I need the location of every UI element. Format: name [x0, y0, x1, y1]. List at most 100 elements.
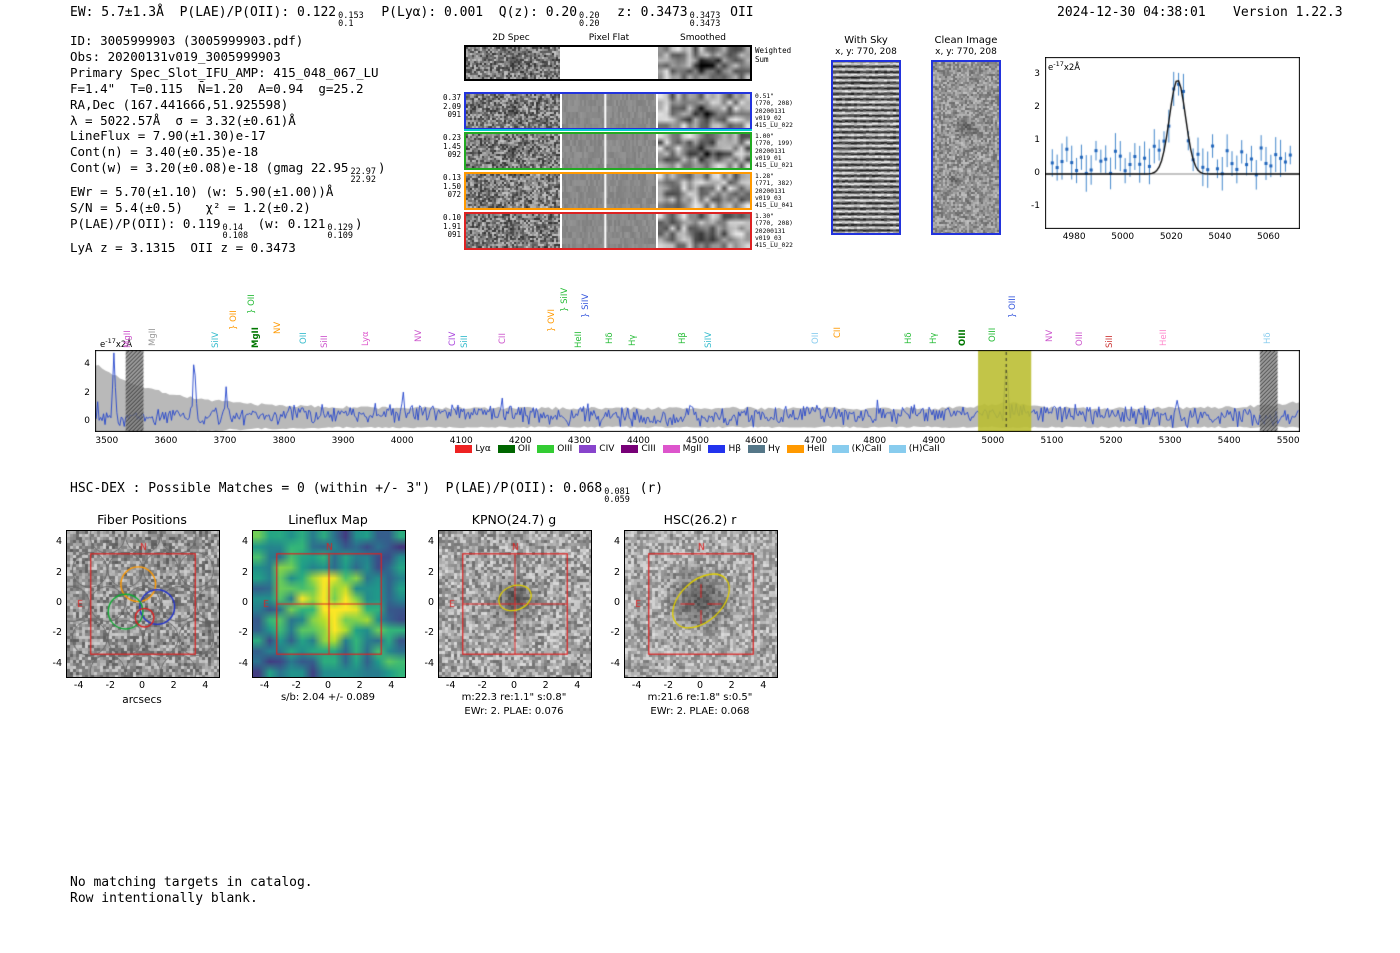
clean-image — [931, 60, 1001, 235]
axis-tick-label: 3500 — [95, 436, 119, 446]
info-line: F=1.4" T=0.115 N̄=1.20 A=0.94 g=25.2 — [70, 80, 364, 96]
with-sky-title: With Sky — [844, 35, 888, 46]
axis-tick-label: 2 — [542, 680, 549, 691]
legend-label: OII — [517, 444, 531, 454]
cutout-image — [466, 214, 560, 248]
axis-tick-label: 0 — [510, 680, 518, 691]
axis-tick-label: 4 — [388, 680, 395, 691]
legend-item: OII — [497, 444, 531, 454]
legend-item: Hγ — [747, 444, 781, 454]
legend-swatch — [537, 445, 555, 453]
zoom-unit-label: e-17x2Å — [1048, 60, 1081, 73]
axis-tick-label: 5100 — [1040, 436, 1064, 446]
axis-tick-label: -4 — [610, 657, 620, 669]
emission-line-label: OIII — [987, 327, 998, 342]
legend-label: CIII — [641, 444, 656, 454]
axis-tick-label: 4 — [613, 536, 620, 548]
panel-caption: m:22.3 re:1.1" s:0.8" — [461, 692, 567, 703]
axis-tick-label: 2 — [55, 566, 62, 578]
cutout-image — [466, 47, 560, 79]
legend-swatch — [747, 445, 765, 453]
axis-tick-label: 3700 — [213, 436, 237, 446]
axis-tick-label: 5200 — [1099, 436, 1123, 446]
cutout-image — [562, 94, 656, 128]
axis-tick-label: 4600 — [745, 436, 769, 446]
emission-line-label: MgII — [147, 328, 158, 346]
cutout-right-label: 1.30" (770, 208) 20200131 v019_03 415_LU_022 — [755, 213, 793, 250]
emission-line-label: } OIII — [1008, 295, 1018, 318]
legend-label: CIV — [599, 444, 615, 454]
cutout-image — [466, 134, 560, 168]
footer-line: Row intentionally blank. — [70, 891, 258, 906]
axis-tick-label: 2 — [241, 566, 248, 578]
emission-line-label: Hδ — [904, 332, 915, 344]
axis-tick-label: 4800 — [863, 436, 887, 446]
emission-line-label: HeII — [1159, 329, 1170, 346]
cutout-image — [466, 174, 560, 208]
clean-image-coords: x, y: 770, 208 — [935, 47, 997, 57]
info-line: S/N = 5.4(±0.5) χ² = 1.2(±0.2) — [70, 200, 311, 216]
axis-tick-label: -4 — [259, 680, 270, 691]
axis-tick-label: 2 — [356, 680, 363, 691]
axis-tick-label: 5020 — [1159, 232, 1183, 242]
axis-tick-label: 4980 — [1062, 232, 1086, 242]
axis-tick-label: 4900 — [922, 436, 946, 446]
emission-line-label: Lyα — [360, 331, 371, 346]
axis-tick-label: 2 — [427, 566, 434, 578]
axis-tick-label: -1 — [1031, 201, 1040, 211]
emission-line-label: CIV — [448, 331, 459, 346]
legend-swatch — [708, 445, 726, 453]
info-line: λ = 5022.57Å σ = 3.32(±0.61)Å — [70, 112, 296, 128]
axis-tick-label: 0 — [241, 597, 248, 608]
axis-tick-label: 1 — [1034, 135, 1040, 145]
cutout-right-label: 1.28" (771, 382) 20200131 v019_03 415_LU_041 — [755, 173, 793, 210]
cutout-left-label: 0.13 1.50 072 — [442, 173, 461, 199]
axis-tick-label: 0 — [324, 680, 332, 691]
info-line: ID: 3005999903 (3005999903.pdf) — [70, 33, 304, 48]
legend-item: MgII — [662, 444, 701, 454]
panel-title: Lineflux Map — [288, 512, 368, 527]
legend-label: Hγ — [767, 444, 781, 454]
panel-image — [438, 530, 592, 678]
panel-caption: EWr: 2. PLAE: 0.076 — [464, 706, 564, 717]
axis-tick-label: 2 — [170, 680, 177, 691]
axis-tick-label: -2 — [663, 680, 674, 691]
report-timestamp: 2024-12-30 04:38:01 — [1057, 5, 1206, 20]
cutout-image — [466, 94, 560, 128]
axis-tick-label: 3 — [1034, 69, 1040, 79]
panel-image — [66, 530, 220, 678]
axis-tick-label: 5000 — [1111, 232, 1135, 242]
axis-tick-label: -4 — [73, 680, 84, 691]
emission-line-label: MgII — [250, 327, 261, 348]
hsc-dex-line: HSC-DEX : Possible Matches = 0 (within +… — [70, 481, 664, 505]
legend-swatch — [621, 445, 639, 453]
panel-title: Fiber Positions — [97, 512, 187, 527]
emission-line-label: Hδ — [1263, 332, 1274, 344]
spectrum-legend: Lyα OII OIII CIV CIII MgII Hβ Hγ HeII (K)CaII (H)C… — [95, 444, 1300, 454]
axis-tick-label: 0 — [696, 680, 704, 691]
cutout-image — [658, 134, 750, 168]
emission-line-label: } OVI — [547, 309, 558, 332]
axis-tick-label: 4100 — [449, 436, 473, 446]
legend-swatch — [497, 445, 515, 453]
panel-xlabel: arcsecs — [122, 694, 162, 706]
emission-line-label: } SiIV — [559, 287, 570, 312]
legend-swatch — [787, 445, 805, 453]
axis-tick-label: 4 — [84, 359, 90, 369]
legend-item: Lyα — [455, 444, 491, 454]
info-line: RA,Dec (167.441666,51.925598) — [70, 96, 289, 112]
info-line: Obs: 20200131v019_3005999903 — [70, 48, 281, 64]
cutout-accent-line — [464, 129, 752, 131]
cutout-left-label: 0.10 1.91 091 — [442, 213, 461, 239]
cutout-image — [658, 214, 750, 248]
info-line: EWr = 5.70(±1.10) (w: 5.90(±1.00))Å — [70, 184, 334, 200]
axis-tick-label: 3800 — [272, 436, 296, 446]
emission-line-label: NV — [413, 329, 424, 342]
axis-tick-label: 0 — [138, 680, 146, 691]
emission-line-label: OII — [810, 332, 821, 344]
axis-tick-label: 5500 — [1276, 436, 1300, 446]
axis-tick-label: 3900 — [331, 436, 355, 446]
axis-tick-label: -4 — [424, 657, 434, 669]
info-line: LyA z = 3.1315 OII z = 0.3473 — [70, 240, 296, 256]
axis-tick-label: -2 — [477, 680, 488, 691]
